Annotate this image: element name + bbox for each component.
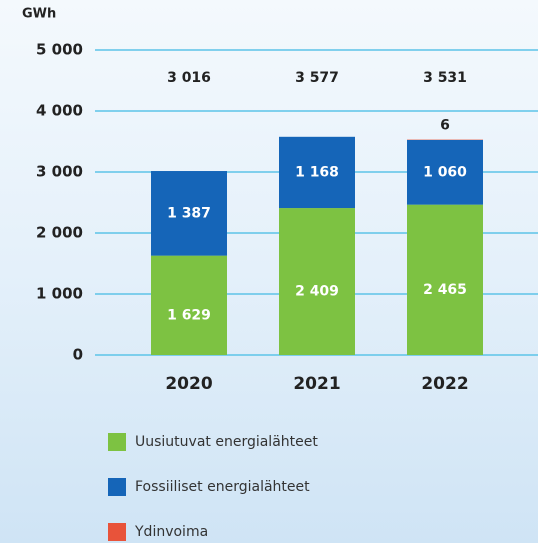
value-label: 1 060 <box>423 164 467 180</box>
legend-label: Uusiutuvat energialähteet <box>135 434 318 450</box>
value-label: 1 168 <box>295 164 339 180</box>
value-label: 1 629 <box>167 307 211 323</box>
x-tick-label: 2021 <box>293 374 340 394</box>
value-label: 1 387 <box>167 205 211 221</box>
y-tick-label: 3 000 <box>36 163 83 181</box>
value-label: 6 <box>440 118 450 134</box>
legend-swatch <box>108 523 126 541</box>
y-axis-label: GWh <box>22 7 56 22</box>
value-label: 2 465 <box>423 282 467 298</box>
total-label: 3 577 <box>295 70 339 86</box>
y-tick-label: 0 <box>73 346 83 364</box>
legend-label: Fossiiliset energialähteet <box>135 479 310 495</box>
legend-label: Ydinvoima <box>134 524 208 540</box>
bar-segment <box>407 205 483 355</box>
total-label: 3 531 <box>423 70 467 86</box>
bar-segment <box>279 208 355 355</box>
x-tick-label: 2020 <box>165 374 212 394</box>
value-label: 2 409 <box>295 284 339 300</box>
y-tick-label: 5 000 <box>36 41 83 59</box>
y-tick-label: 2 000 <box>36 224 83 242</box>
x-tick-label: 2022 <box>421 374 468 394</box>
chart: GWh 0 1 000 2 000 3 000 4 000 5 000 2020 1 629 1… <box>0 0 538 543</box>
legend-swatch <box>108 433 126 451</box>
total-label: 3 016 <box>167 70 211 86</box>
y-tick-label: 1 000 <box>36 285 83 303</box>
y-tick-label: 4 000 <box>36 102 83 120</box>
bar-segment <box>151 256 227 355</box>
legend-swatch <box>108 478 126 496</box>
